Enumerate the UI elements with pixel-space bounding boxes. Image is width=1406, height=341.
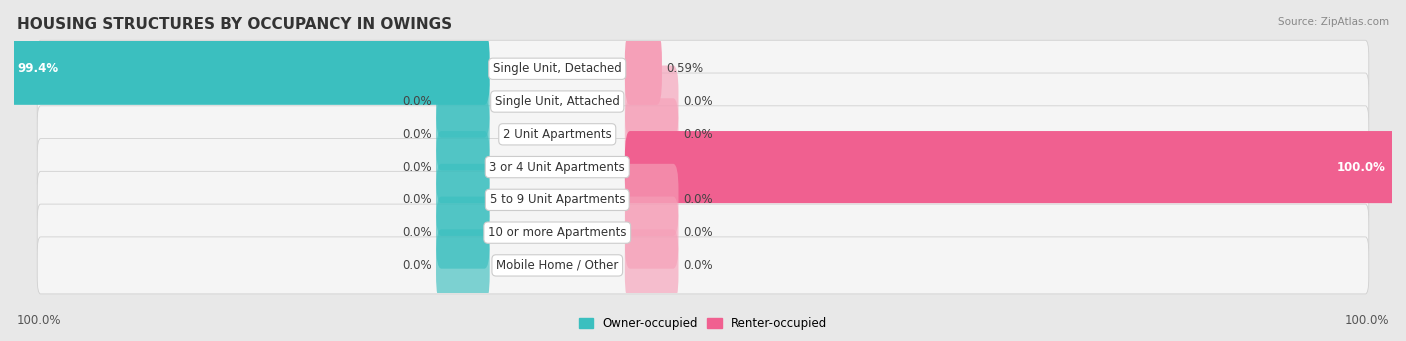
FancyBboxPatch shape <box>624 65 679 138</box>
FancyBboxPatch shape <box>624 164 679 236</box>
Text: 0.0%: 0.0% <box>402 95 432 108</box>
Text: 0.0%: 0.0% <box>683 259 713 272</box>
FancyBboxPatch shape <box>436 196 489 269</box>
FancyBboxPatch shape <box>37 237 1369 294</box>
Text: 0.0%: 0.0% <box>402 161 432 174</box>
Text: Single Unit, Attached: Single Unit, Attached <box>495 95 620 108</box>
Text: 5 to 9 Unit Apartments: 5 to 9 Unit Apartments <box>489 193 626 206</box>
Text: 10 or more Apartments: 10 or more Apartments <box>488 226 627 239</box>
Text: 100.0%: 100.0% <box>1344 314 1389 327</box>
Text: 0.0%: 0.0% <box>402 193 432 206</box>
FancyBboxPatch shape <box>37 73 1369 130</box>
Text: 0.0%: 0.0% <box>683 226 713 239</box>
FancyBboxPatch shape <box>436 65 489 138</box>
Text: 0.0%: 0.0% <box>402 226 432 239</box>
FancyBboxPatch shape <box>37 171 1369 228</box>
Text: Source: ZipAtlas.com: Source: ZipAtlas.com <box>1278 17 1389 27</box>
FancyBboxPatch shape <box>37 138 1369 196</box>
FancyBboxPatch shape <box>0 33 489 105</box>
FancyBboxPatch shape <box>37 106 1369 163</box>
Text: 99.4%: 99.4% <box>17 62 58 75</box>
Text: 2 Unit Apartments: 2 Unit Apartments <box>503 128 612 141</box>
FancyBboxPatch shape <box>37 40 1369 97</box>
Text: 0.0%: 0.0% <box>683 128 713 141</box>
Text: Mobile Home / Other: Mobile Home / Other <box>496 259 619 272</box>
Legend: Owner-occupied, Renter-occupied: Owner-occupied, Renter-occupied <box>574 313 832 335</box>
FancyBboxPatch shape <box>436 164 489 236</box>
FancyBboxPatch shape <box>37 204 1369 261</box>
FancyBboxPatch shape <box>436 98 489 170</box>
FancyBboxPatch shape <box>624 33 662 105</box>
FancyBboxPatch shape <box>436 229 489 301</box>
FancyBboxPatch shape <box>624 98 679 170</box>
Text: 0.0%: 0.0% <box>683 193 713 206</box>
Text: 3 or 4 Unit Apartments: 3 or 4 Unit Apartments <box>489 161 626 174</box>
Text: 100.0%: 100.0% <box>1337 161 1385 174</box>
Text: 0.0%: 0.0% <box>683 95 713 108</box>
Text: Single Unit, Detached: Single Unit, Detached <box>494 62 621 75</box>
Text: HOUSING STRUCTURES BY OCCUPANCY IN OWINGS: HOUSING STRUCTURES BY OCCUPANCY IN OWING… <box>17 17 451 32</box>
FancyBboxPatch shape <box>624 131 1403 203</box>
FancyBboxPatch shape <box>624 229 679 301</box>
FancyBboxPatch shape <box>436 131 489 203</box>
FancyBboxPatch shape <box>624 196 679 269</box>
Text: 100.0%: 100.0% <box>17 314 62 327</box>
Text: 0.0%: 0.0% <box>402 128 432 141</box>
Text: 0.0%: 0.0% <box>402 259 432 272</box>
Text: 0.59%: 0.59% <box>666 62 703 75</box>
